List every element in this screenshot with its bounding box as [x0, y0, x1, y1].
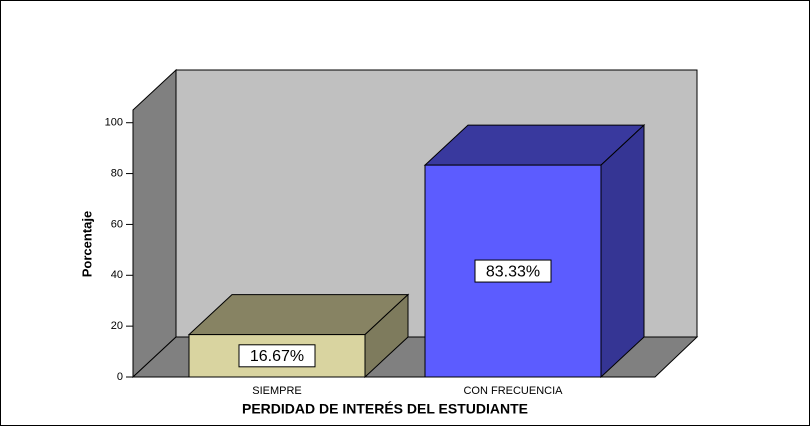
x-tick-label: CON FRECUENCIA: [463, 385, 563, 397]
side-wall: [132, 68, 177, 379]
x-tick-label: SIEMPRE: [252, 385, 302, 397]
value-label-box: [474, 259, 552, 283]
y-tick-label: 100: [105, 117, 123, 129]
y-tick-label: 0: [117, 371, 123, 383]
bar-side: [600, 123, 645, 379]
x-axis-title: PERDIDAD DE INTERÉS DEL ESTUDIANTE: [242, 401, 528, 417]
y-tick-label: 40: [111, 269, 123, 281]
value-label: 16.67%: [250, 348, 304, 365]
value-label: 83.33%: [486, 263, 540, 280]
y-tick-label: 60: [111, 218, 123, 230]
y-axis-title: Porcentaje: [79, 211, 94, 277]
y-tick-label: 80: [111, 167, 123, 179]
y-tick-label: 20: [111, 320, 123, 332]
value-label-box: [238, 344, 316, 368]
